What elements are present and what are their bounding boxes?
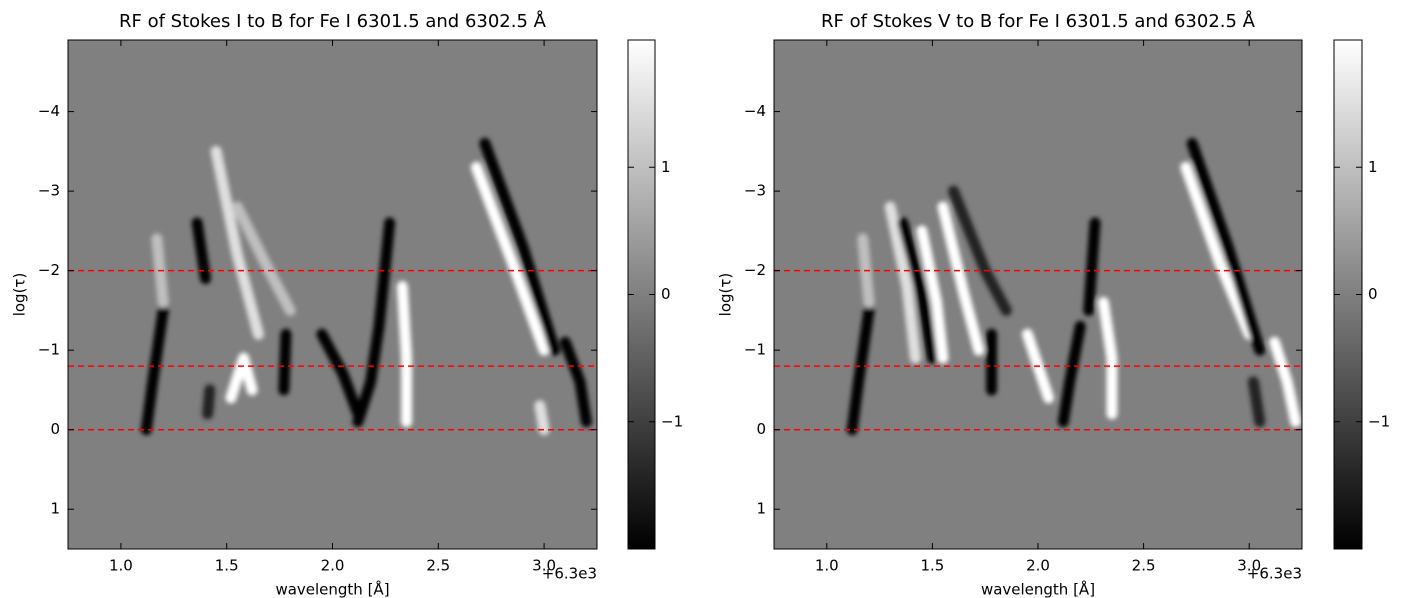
x-axis-label: wavelength [Å] (981, 580, 1095, 598)
y-axis-label: log(τ) (11, 273, 29, 317)
colorbar-tick-label: −1 (1368, 412, 1390, 430)
x-tick-label: 1.0 (109, 557, 133, 575)
y-tick-label: −4 (744, 102, 766, 120)
x-tick-label: 3.0 (532, 557, 556, 575)
y-tick-label: 1 (756, 500, 766, 518)
x-tick-label: 1.5 (215, 557, 239, 575)
y-tick-label: −3 (38, 182, 60, 200)
rf-streak (916, 225, 949, 364)
colorbar-tick-label: 1 (1368, 158, 1378, 176)
x-tick-label: 1.0 (815, 557, 839, 575)
y-tick-label: −3 (744, 182, 766, 200)
rf-streak (1186, 137, 1266, 356)
x-axis-label: wavelength [Å] (275, 580, 389, 598)
colorbar-tick-label: −1 (661, 412, 683, 430)
rf-streak (191, 217, 212, 285)
plot-background (774, 40, 1302, 549)
rf-streak (846, 304, 875, 436)
rf-streak (373, 217, 396, 332)
x-tick-label: 2.0 (321, 557, 345, 575)
rf-streak (470, 161, 550, 356)
rf-streak (278, 328, 292, 396)
colorbar-tick-label: 0 (1368, 285, 1378, 303)
x-tick-label: 2.5 (426, 557, 450, 575)
y-tick-label: −1 (38, 341, 60, 359)
rf-streak (1083, 217, 1101, 316)
plot-background (68, 40, 597, 549)
rf-streak (1097, 296, 1118, 420)
rf-streak (479, 137, 561, 356)
rf-streak (937, 201, 985, 356)
y-tick-label: −1 (744, 341, 766, 359)
chart-title: RF of Stokes I to B for Fe I 6301.5 and … (119, 10, 547, 32)
rf-streak (559, 336, 592, 428)
x-tick-label: 2.5 (1132, 557, 1156, 575)
colorbar-tick-label: 1 (661, 158, 671, 176)
rf-streak (534, 400, 550, 436)
y-tick-label: 0 (50, 420, 60, 438)
x-tick-label: 1.5 (920, 557, 944, 575)
y-tick-label: −4 (38, 102, 60, 120)
rf-streak (210, 145, 264, 340)
y-axis-label: log(τ) (717, 273, 735, 317)
rf-streak (225, 352, 258, 404)
rf-streak (897, 217, 938, 364)
rf-streak (202, 384, 216, 420)
rf-streak (1269, 336, 1302, 428)
rf-streak (396, 281, 413, 428)
x-tick-label: 2.0 (1026, 557, 1050, 575)
y-tick-label: 0 (756, 420, 766, 438)
rf-streak (1057, 320, 1086, 428)
colorbar-tick-label: 0 (661, 285, 671, 303)
x-tick-label: 3.0 (1237, 557, 1261, 575)
x-offset-label: +6.3e3 (1247, 565, 1302, 583)
rf-streak (352, 320, 385, 428)
rf-streak (884, 201, 922, 364)
y-tick-label: −2 (744, 261, 766, 279)
rf-streak (140, 304, 169, 436)
y-tick-label: 1 (50, 500, 60, 518)
y-tick-label: −2 (38, 261, 60, 279)
chart-title: RF of Stokes V to B for Fe I 6301.5 and … (821, 10, 1256, 32)
rf-streak (1247, 376, 1266, 428)
rf-streak (316, 328, 364, 420)
x-offset-label: +6.3e3 (542, 565, 597, 583)
rf-streak (1180, 161, 1255, 340)
